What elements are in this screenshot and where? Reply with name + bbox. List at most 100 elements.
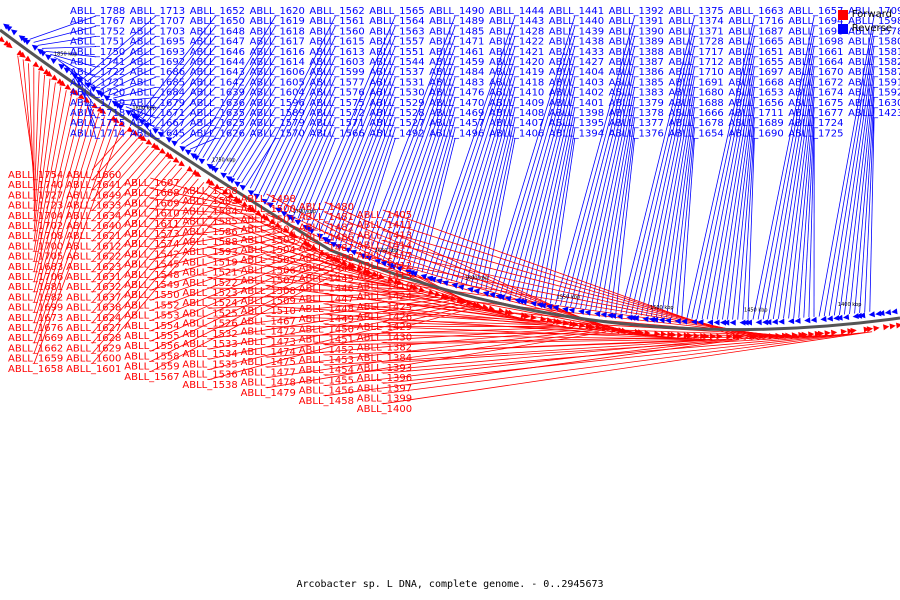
forward-gene-label[interactable]: ABLL_1627 bbox=[66, 323, 121, 334]
reverse-gene-label[interactable]: ABLL_1599 bbox=[309, 67, 364, 78]
forward-gene-label[interactable]: ABLL_1538 bbox=[182, 380, 237, 391]
forward-gene-label[interactable]: ABLL_1545 bbox=[124, 260, 179, 271]
forward-gene-label[interactable]: ABLL_1533 bbox=[182, 339, 237, 350]
forward-gene-label[interactable]: ABLL_1623 bbox=[66, 262, 121, 273]
reverse-gene-label[interactable]: ABLL_1579 bbox=[250, 118, 305, 129]
reverse-gene-label[interactable]: ABLL_1427 bbox=[549, 57, 604, 68]
forward-gene-label[interactable]: ABLL_1673 bbox=[8, 313, 63, 324]
forward-gene-label[interactable]: ABLL_1504 bbox=[241, 245, 296, 256]
forward-gene-label[interactable]: ABLL_1482 bbox=[299, 222, 354, 233]
reverse-gene-label[interactable]: ABLL_1680 bbox=[669, 88, 724, 99]
forward-gene-label[interactable]: ABLL_1607 bbox=[124, 178, 179, 189]
reverse-gene-label[interactable]: ABLL_1604 bbox=[250, 88, 305, 99]
reverse-gene-label[interactable]: ABLL_1581 bbox=[848, 47, 900, 58]
reverse-gene-label[interactable]: ABLL_1398 bbox=[549, 108, 604, 119]
reverse-gene-label[interactable]: ABLL_1457 bbox=[429, 118, 484, 129]
forward-gene-label[interactable]: ABLL_1683 bbox=[8, 262, 63, 273]
reverse-gene-label[interactable]: ABLL_1709 bbox=[848, 6, 900, 17]
reverse-gene-label[interactable]: ABLL_1374 bbox=[669, 16, 724, 27]
forward-gene-label[interactable]: ABLL_1727 bbox=[8, 190, 63, 201]
forward-gene-label[interactable]: ABLL_1525 bbox=[182, 308, 237, 319]
reverse-gene-label[interactable]: ABLL_1379 bbox=[609, 98, 664, 109]
reverse-gene-label[interactable]: ABLL_1485 bbox=[429, 26, 484, 37]
reverse-gene-label[interactable]: ABLL_1443 bbox=[489, 16, 544, 27]
reverse-gene-label[interactable]: ABLL_1696 bbox=[788, 26, 843, 37]
reverse-gene-label[interactable]: ABLL_1386 bbox=[609, 67, 664, 78]
forward-gene-label[interactable]: ABLL_1631 bbox=[66, 272, 121, 283]
reverse-gene-label[interactable]: ABLL_1403 bbox=[549, 77, 604, 88]
reverse-gene-label[interactable]: ABLL_1654 bbox=[669, 128, 724, 139]
reverse-gene-label[interactable]: ABLL_1650 bbox=[190, 16, 245, 27]
reverse-gene-label[interactable]: ABLL_1537 bbox=[369, 67, 424, 78]
reverse-gene-label[interactable]: ABLL_1689 bbox=[728, 118, 783, 129]
reverse-gene-label[interactable]: ABLL_1728 bbox=[669, 37, 724, 48]
reverse-gene-label[interactable]: ABLL_1490 bbox=[429, 6, 484, 17]
reverse-gene-label[interactable]: ABLL_1606 bbox=[250, 67, 305, 78]
reverse-gene-label[interactable]: ABLL_1688 bbox=[669, 98, 724, 109]
forward-gene-label[interactable]: ABLL_1405 bbox=[357, 210, 412, 221]
forward-gene-label[interactable]: ABLL_1450 bbox=[299, 324, 354, 335]
forward-gene-label[interactable]: ABLL_1649 bbox=[66, 190, 121, 201]
forward-gene-label[interactable]: ABLL_1448 bbox=[299, 304, 354, 315]
reverse-gene-label[interactable]: ABLL_1652 bbox=[190, 6, 245, 17]
reverse-gene-label[interactable]: ABLL_1565 bbox=[369, 6, 424, 17]
reverse-gene-label[interactable]: ABLL_1440 bbox=[549, 16, 604, 27]
reverse-gene-label[interactable]: ABLL_1551 bbox=[369, 47, 424, 58]
reverse-gene-label[interactable]: ABLL_1469 bbox=[429, 108, 484, 119]
reverse-gene-label[interactable]: ABLL_1685 bbox=[130, 77, 185, 88]
reverse-gene-label[interactable]: ABLL_1656 bbox=[728, 98, 783, 109]
reverse-gene-label[interactable]: ABLL_1616 bbox=[250, 47, 305, 58]
forward-gene-label[interactable]: ABLL_1535 bbox=[182, 359, 237, 370]
reverse-gene-label[interactable]: ABLL_1788 bbox=[70, 6, 125, 17]
reverse-gene-label[interactable]: ABLL_1686 bbox=[130, 67, 185, 78]
forward-gene-label[interactable]: ABLL_1455 bbox=[299, 375, 354, 386]
reverse-gene-label[interactable]: ABLL_1421 bbox=[489, 47, 544, 58]
forward-gene-label[interactable]: ABLL_1568 bbox=[182, 186, 237, 197]
reverse-gene-label[interactable]: ABLL_1644 bbox=[190, 57, 245, 68]
forward-gene-label[interactable]: ABLL_1521 bbox=[182, 268, 237, 279]
reverse-gene-label[interactable]: ABLL_1725 bbox=[788, 128, 843, 139]
forward-gene-label[interactable]: ABLL_1446 bbox=[299, 284, 354, 295]
reverse-gene-label[interactable]: ABLL_1714 bbox=[70, 128, 125, 139]
reverse-gene-label[interactable]: ABLL_1716 bbox=[728, 16, 783, 27]
reverse-gene-label[interactable]: ABLL_1643 bbox=[190, 67, 245, 78]
reverse-gene-label[interactable]: ABLL_1496 bbox=[429, 128, 484, 139]
forward-gene-label[interactable]: ABLL_1702 bbox=[8, 221, 63, 232]
forward-gene-label[interactable]: ABLL_1669 bbox=[8, 333, 63, 344]
reverse-gene-label[interactable]: ABLL_1653 bbox=[728, 88, 783, 99]
forward-gene-label[interactable]: ABLL_1585 bbox=[182, 217, 237, 228]
forward-gene-label[interactable]: ABLL_1588 bbox=[182, 237, 237, 248]
forward-gene-label[interactable]: ABLL_1452 bbox=[299, 345, 354, 356]
forward-gene-label[interactable]: ABLL_1400 bbox=[357, 404, 412, 415]
reverse-gene-label[interactable]: ABLL_1438 bbox=[549, 37, 604, 48]
reverse-gene-label[interactable]: ABLL_1428 bbox=[489, 26, 544, 37]
reverse-gene-label[interactable]: ABLL_1580 bbox=[848, 37, 900, 48]
reverse-gene-label[interactable]: ABLL_1557 bbox=[369, 37, 424, 48]
forward-gene-label[interactable]: ABLL_1478 bbox=[241, 378, 296, 389]
forward-gene-label[interactable]: ABLL_1488 bbox=[299, 253, 354, 264]
reverse-gene-label[interactable]: ABLL_1693 bbox=[130, 47, 185, 58]
reverse-gene-label[interactable]: ABLL_1620 bbox=[250, 6, 305, 17]
reverse-gene-label[interactable]: ABLL_1391 bbox=[609, 16, 664, 27]
reverse-gene-label[interactable]: ABLL_1717 bbox=[669, 47, 724, 58]
forward-gene-label[interactable]: ABLL_1601 bbox=[66, 364, 121, 375]
reverse-gene-label[interactable]: ABLL_1376 bbox=[609, 128, 664, 139]
reverse-gene-label[interactable]: ABLL_1418 bbox=[489, 77, 544, 88]
reverse-gene-label[interactable]: ABLL_1395 bbox=[549, 118, 604, 129]
reverse-gene-label[interactable]: ABLL_1385 bbox=[609, 77, 664, 88]
reverse-gene-label[interactable]: ABLL_1698 bbox=[788, 37, 843, 48]
reverse-gene-label[interactable]: ABLL_1697 bbox=[728, 67, 783, 78]
forward-gene-label[interactable]: ABLL_1522 bbox=[182, 278, 237, 289]
reverse-gene-label[interactable]: ABLL_1598 bbox=[848, 16, 900, 27]
reverse-gene-label[interactable]: ABLL_1560 bbox=[309, 26, 364, 37]
forward-gene-label[interactable]: ABLL_1700 bbox=[8, 241, 63, 252]
forward-gene-label[interactable]: ABLL_1682 bbox=[8, 292, 63, 303]
forward-gene-label[interactable]: ABLL_1740 bbox=[8, 180, 63, 191]
reverse-gene-label[interactable]: ABLL_1694 bbox=[788, 16, 843, 27]
forward-gene-label[interactable]: ABLL_1676 bbox=[8, 323, 63, 334]
reverse-gene-label[interactable]: ABLL_1591 bbox=[848, 77, 900, 88]
forward-gene-label[interactable]: ABLL_1526 bbox=[182, 319, 237, 330]
forward-gene-label[interactable]: ABLL_1425 bbox=[357, 302, 412, 313]
forward-gene-label[interactable]: ABLL_1449 bbox=[299, 314, 354, 325]
reverse-gene-label[interactable]: ABLL_1389 bbox=[609, 37, 664, 48]
